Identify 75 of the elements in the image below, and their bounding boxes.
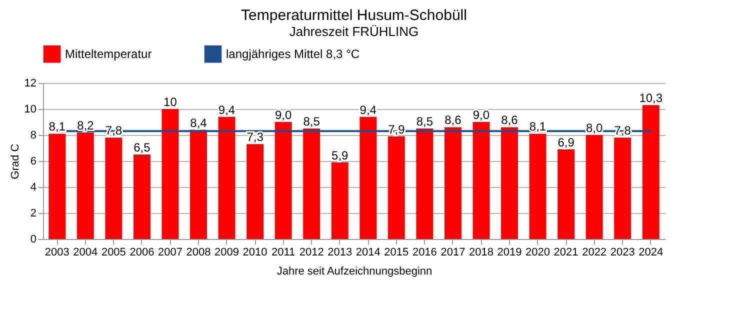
data-label: 9,0 bbox=[274, 108, 292, 122]
bar bbox=[105, 138, 122, 239]
bar bbox=[162, 109, 179, 239]
data-label: 10,3 bbox=[639, 91, 663, 106]
y-tick-label: 0 bbox=[30, 234, 36, 246]
bar bbox=[558, 149, 575, 239]
x-tick-label: 2010 bbox=[242, 246, 268, 258]
data-label: 9,0 bbox=[472, 108, 490, 122]
x-tick-label: 2014 bbox=[356, 246, 380, 258]
bar bbox=[48, 134, 66, 239]
data-label: 8,1 bbox=[529, 120, 546, 134]
x-tick-label: 2004 bbox=[73, 246, 98, 258]
y-tick-label: 8 bbox=[30, 130, 36, 142]
bar bbox=[416, 128, 434, 239]
y-tick-label: 4 bbox=[30, 182, 36, 194]
data-label: 9,4 bbox=[218, 102, 236, 117]
x-tick-label: 2003 bbox=[44, 246, 70, 258]
bar bbox=[133, 154, 150, 239]
data-label: 8,2 bbox=[77, 118, 94, 132]
x-axis-title: Jahre seit Aufzeichnungsbeginn bbox=[276, 266, 432, 278]
legend-label: Mitteltemperatur bbox=[65, 47, 152, 62]
data-label: 5,9 bbox=[332, 148, 349, 162]
data-label: 8,5 bbox=[303, 114, 320, 128]
y-tick-label: 2 bbox=[30, 208, 36, 220]
data-label: 8,6 bbox=[444, 113, 462, 128]
bar bbox=[586, 135, 603, 239]
data-label: 6,9 bbox=[558, 135, 575, 150]
bar bbox=[444, 127, 462, 239]
y-tick-label: 12 bbox=[24, 78, 36, 90]
bar bbox=[472, 122, 490, 239]
x-tick-label: 2011 bbox=[271, 246, 296, 258]
x-tick-label: 2018 bbox=[468, 246, 494, 258]
bar bbox=[190, 130, 207, 239]
x-tick-label: 2005 bbox=[101, 246, 126, 258]
x-tick-label: 2009 bbox=[214, 246, 240, 258]
data-label: 8,5 bbox=[416, 114, 434, 128]
y-tick-label: 10 bbox=[24, 104, 36, 116]
bar bbox=[388, 136, 405, 239]
bar bbox=[303, 128, 320, 239]
x-tick-label: 2012 bbox=[299, 246, 324, 258]
data-label: 8,6 bbox=[501, 113, 518, 128]
bar bbox=[218, 116, 236, 239]
data-label: 10 bbox=[164, 95, 178, 109]
y-axis-title: Grad C bbox=[9, 144, 22, 180]
x-tick-label: 2017 bbox=[440, 246, 466, 258]
data-label: 9,4 bbox=[360, 102, 377, 117]
x-tick-label: 2024 bbox=[638, 246, 664, 258]
bar bbox=[642, 105, 660, 239]
x-tick-label: 2023 bbox=[610, 246, 635, 258]
bar bbox=[529, 134, 546, 239]
bar bbox=[501, 127, 518, 239]
chart-title: Temperaturmittel Husum-Schobüll bbox=[241, 7, 467, 24]
x-tick-label: 2016 bbox=[412, 246, 437, 258]
bar bbox=[246, 144, 264, 239]
data-label: 7,3 bbox=[246, 130, 264, 144]
chart-subtitle: Jahreszeit FRÜHLING bbox=[289, 24, 419, 39]
x-tick-label: 2008 bbox=[186, 246, 211, 258]
data-label: 8,4 bbox=[190, 116, 208, 130]
x-tick-label: 2007 bbox=[158, 246, 182, 258]
legend-label: langjähriges Mittel 8,3 °C bbox=[226, 47, 360, 62]
bar bbox=[274, 122, 292, 239]
x-tick-label: 2022 bbox=[582, 246, 607, 258]
x-tick-label: 2020 bbox=[526, 246, 550, 258]
y-tick-label: 6 bbox=[30, 156, 36, 168]
data-label: 8,1 bbox=[48, 120, 66, 134]
x-tick-label: 2015 bbox=[384, 246, 409, 258]
x-tick-label: 2006 bbox=[130, 246, 154, 258]
bar bbox=[360, 116, 377, 239]
bar bbox=[76, 132, 94, 239]
data-label: 6,5 bbox=[134, 140, 151, 154]
bar bbox=[614, 138, 632, 239]
bar bbox=[331, 162, 348, 239]
x-tick-label: 2021 bbox=[554, 246, 578, 258]
x-tick-label: 2019 bbox=[497, 246, 522, 258]
x-tick-label: 2013 bbox=[328, 246, 352, 258]
